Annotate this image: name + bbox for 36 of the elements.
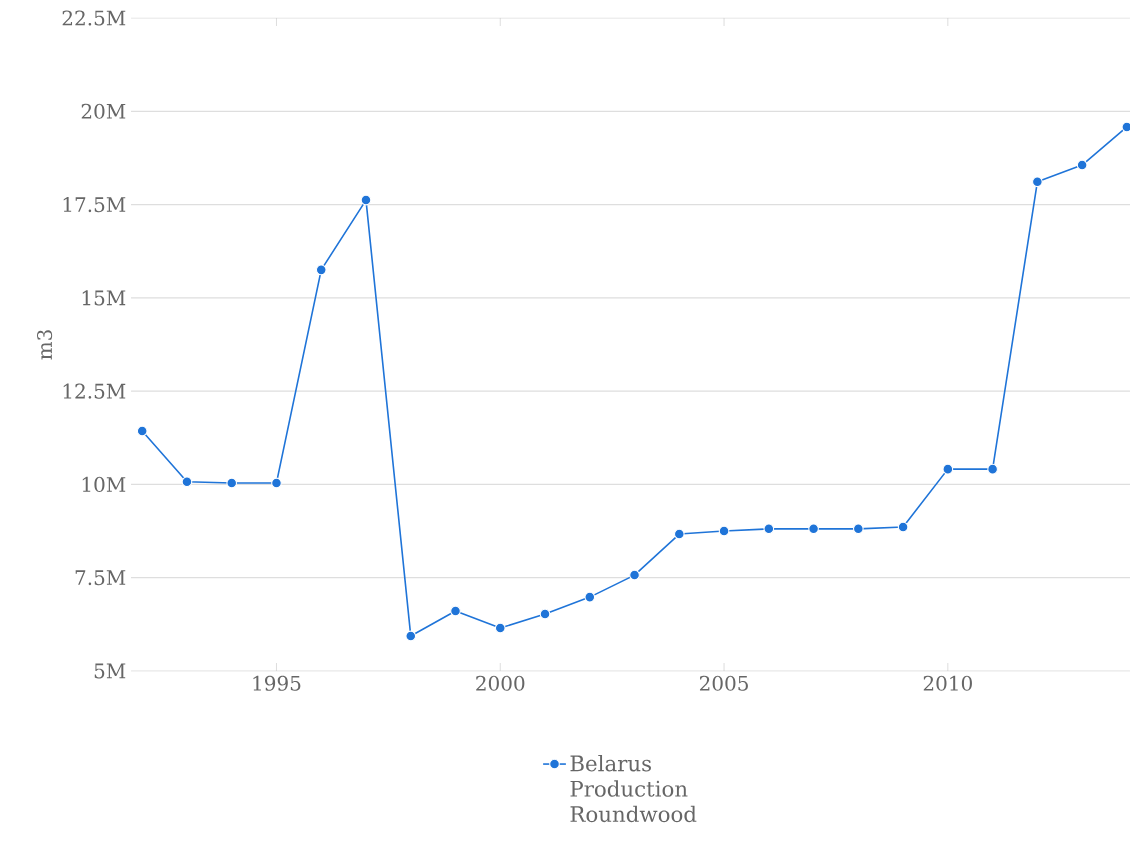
point [1032,176,1043,188]
y-tick-label: 20M [81,103,126,119]
point [763,523,775,535]
point [629,569,640,581]
point [852,523,864,535]
point [315,264,327,276]
point [226,477,238,489]
point [360,194,372,206]
point [897,521,909,533]
point [271,477,282,489]
point [808,523,819,535]
x-tick-label: 2000 [476,675,525,691]
y-tick-label: 22.5M [62,10,126,26]
point [494,622,506,634]
y-tick-label: 17.5M [63,197,126,213]
point [181,476,193,488]
point [942,463,954,475]
point [673,528,685,540]
x-tick-label: 2010 [923,675,972,691]
y-tick-label: 15M [82,290,126,306]
point [987,463,998,475]
x-tick-label: 1995 [253,675,301,691]
x-tick-label: 2005 [699,675,748,691]
point [718,525,730,537]
point [136,425,148,437]
y-tick-label: 10M [82,476,126,492]
y-tick-label: 12.5M [63,383,126,399]
legend-label: Belarus Production Roundwood [570,754,697,823]
point [405,630,417,642]
point [450,605,461,617]
y-tick-label: 7.5M [75,570,126,586]
point [1076,159,1088,171]
point [539,608,551,620]
y-axis-title: m3 [37,330,53,360]
point [584,591,596,603]
y-tick-label: 5M [94,663,126,679]
